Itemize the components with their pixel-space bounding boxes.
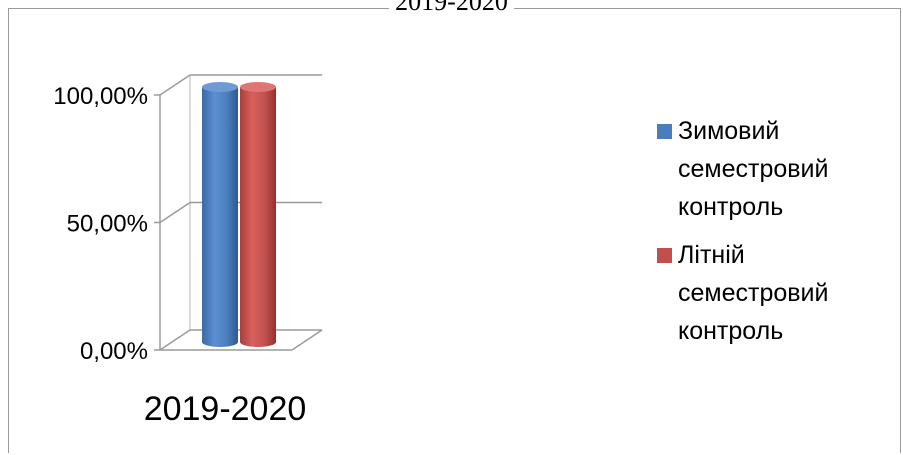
floor-right-edge [291, 329, 323, 351]
bar-winter [202, 87, 238, 347]
y-tick-label: 0,00% [80, 338, 148, 365]
legend-swatch-winter [657, 124, 672, 139]
x-tick-label: 2019-2020 [144, 390, 307, 428]
gridline-diag [159, 74, 191, 96]
bar-winter-top [202, 82, 238, 92]
gridline-diag [159, 201, 191, 224]
chart-title-text: 2019-2020 [389, 0, 514, 16]
bar-summer-top [240, 82, 276, 92]
chart-title: 2019-2020 [0, 0, 903, 17]
labels-layer: 0,00% 50,00% 100,00% 2019-2020 [53, 83, 306, 428]
legend-item-summer: Літній семестровий контроль [657, 236, 887, 350]
gridline-diag [159, 329, 191, 351]
bars-layer [202, 82, 276, 347]
legend-item-winter: Зимовий семестровий контроль [657, 112, 887, 226]
bar-summer [240, 87, 276, 347]
y-tick-label: 50,00% [67, 211, 148, 238]
legend-swatch-summer [657, 248, 672, 263]
legend-label-summer: Літній семестровий контроль [678, 241, 829, 345]
legend: Зимовий семестровий контроль Літній семе… [657, 112, 887, 360]
y-tick-label: 100,00% [53, 83, 148, 110]
legend-label-winter: Зимовий семестровий контроль [678, 117, 829, 221]
grid-layer [154, 74, 323, 351]
